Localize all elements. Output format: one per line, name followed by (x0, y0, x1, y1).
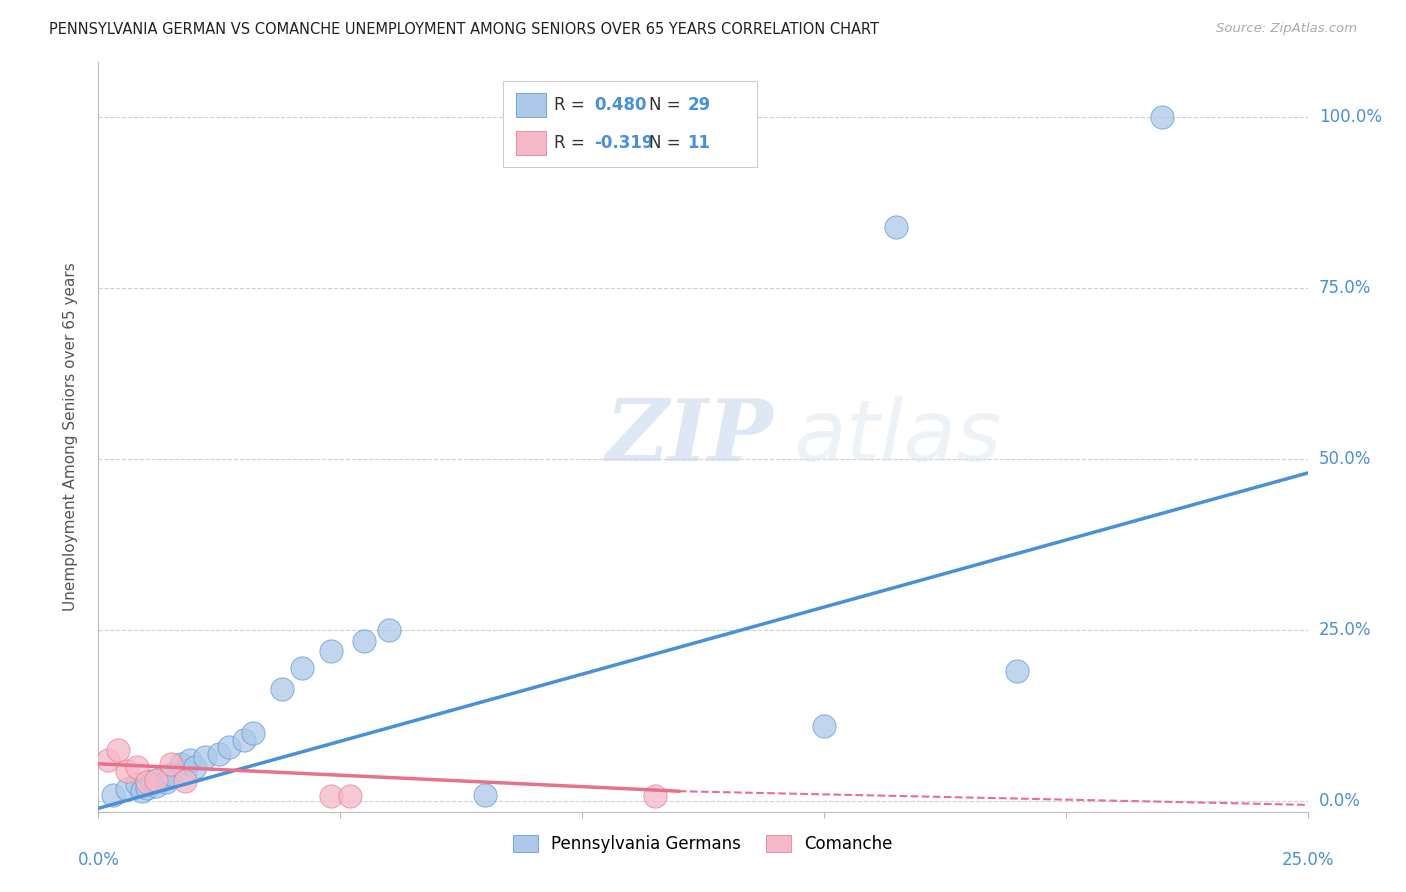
Text: 29: 29 (688, 96, 710, 114)
Point (127, 760, 149, 774)
Text: R =: R = (554, 96, 591, 114)
Text: 0.0%: 0.0% (77, 851, 120, 869)
Point (813, 719, 835, 733)
Point (117, 764, 139, 778)
Point (160, 767, 183, 781)
Point (644, 789, 666, 803)
Point (290, 661, 312, 675)
Point (194, 750, 217, 764)
Point (174, 773, 197, 788)
Text: ZIP: ZIP (606, 395, 775, 479)
Point (145, 780, 167, 794)
Point (271, 681, 294, 696)
Point (208, 747, 231, 761)
Point (353, 633, 375, 648)
Point (135, 775, 157, 789)
Text: 75.0%: 75.0% (1319, 279, 1371, 297)
Point (155, 775, 177, 789)
Point (117, 782, 139, 797)
Text: 0.0%: 0.0% (1319, 792, 1361, 811)
Point (101, 788, 124, 802)
Point (179, 753, 201, 767)
Point (319, 789, 342, 803)
Point (174, 764, 197, 778)
Text: atlas: atlas (793, 395, 1001, 479)
Point (242, 726, 264, 740)
Point (1007, 665, 1029, 679)
Y-axis label: Unemployment Among Seniors over 65 years: Unemployment Among Seniors over 65 years (63, 263, 77, 611)
Point (377, 624, 399, 638)
FancyBboxPatch shape (503, 81, 758, 168)
Point (319, 644, 342, 658)
Text: -0.319: -0.319 (595, 134, 654, 152)
FancyBboxPatch shape (516, 93, 546, 117)
Point (97, 753, 120, 767)
Legend: Pennsylvania Germans, Comanche: Pennsylvania Germans, Comanche (506, 828, 900, 860)
Point (886, 219, 908, 234)
Text: 25.0%: 25.0% (1281, 851, 1334, 869)
Point (127, 777, 149, 791)
Point (107, 743, 129, 757)
Point (141, 773, 163, 788)
Text: R =: R = (554, 134, 591, 152)
Point (135, 780, 157, 795)
Text: 50.0%: 50.0% (1319, 450, 1371, 468)
Point (232, 732, 254, 747)
Text: N =: N = (648, 96, 686, 114)
Text: 100.0%: 100.0% (1319, 108, 1382, 126)
Point (160, 756, 183, 771)
Text: 25.0%: 25.0% (1319, 622, 1371, 640)
Point (218, 739, 240, 754)
Point (184, 760, 207, 774)
Text: N =: N = (648, 134, 686, 152)
Point (150, 771, 173, 785)
Text: PENNSYLVANIA GERMAN VS COMANCHE UNEMPLOYMENT AMONG SENIORS OVER 65 YEARS CORRELA: PENNSYLVANIA GERMAN VS COMANCHE UNEMPLOY… (49, 22, 879, 37)
Text: 0.480: 0.480 (595, 96, 647, 114)
Point (131, 784, 153, 798)
Point (1152, 110, 1174, 124)
Point (339, 789, 361, 803)
Text: 11: 11 (688, 134, 710, 152)
Point (474, 788, 496, 802)
Text: Source: ZipAtlas.com: Source: ZipAtlas.com (1216, 22, 1357, 36)
Point (145, 772, 167, 787)
FancyBboxPatch shape (516, 130, 546, 154)
Point (169, 756, 191, 771)
